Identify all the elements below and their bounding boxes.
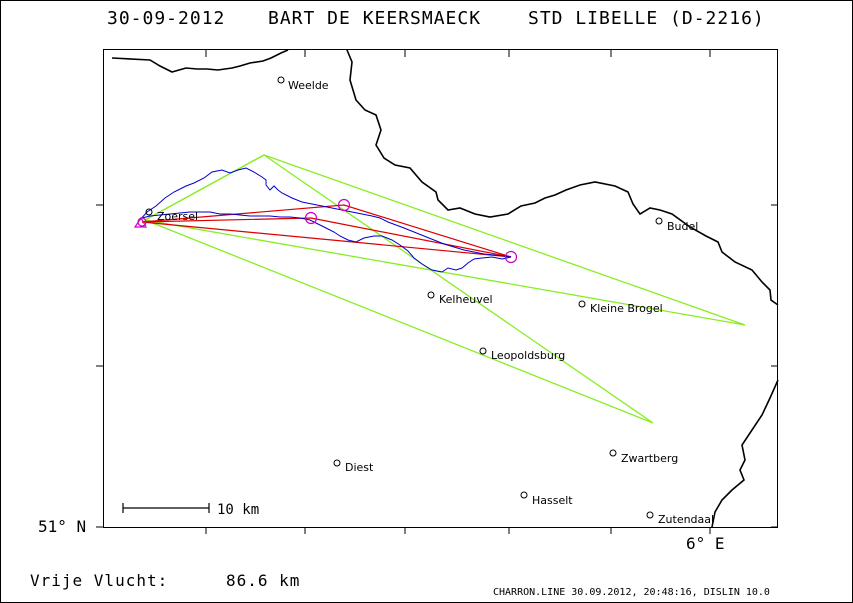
town-label: Kleine Brogel [590, 302, 663, 315]
towns: Weelde Zoersel Budel Kelheuvel Kleine Br… [145, 76, 714, 526]
distance-label: Vrije Vlucht: [30, 571, 169, 590]
distance-value: 86.6 km [226, 571, 301, 590]
longitude-label: 6° E [686, 534, 725, 553]
turnpoint-2 [304, 211, 318, 225]
town-label: Weelde [288, 79, 329, 92]
scale-bar [122, 503, 210, 513]
scale-bar-label: 10 km [217, 502, 259, 518]
glider-name: STD LIBELLE (D-2216) [528, 8, 765, 29]
town-label: Budel [667, 220, 698, 233]
turnpoint-3 [337, 198, 351, 212]
town-label: Leopoldsburg [491, 349, 565, 362]
fai-sectors [143, 154, 746, 424]
credit-line: CHARRON.LINE 30.09.2012, 20:48:16, DISLI… [493, 587, 770, 598]
country-border [111, 49, 779, 528]
town-label: Kelheuvel [439, 293, 493, 306]
gps-track [139, 167, 512, 273]
turnpoints [133, 198, 518, 264]
pilot-name: BART DE KEERSMAECK [268, 8, 482, 29]
latitude-label: 51° N [38, 517, 86, 536]
sector-2 [143, 154, 654, 424]
town-label: Zwartberg [621, 452, 678, 465]
town-label: Zutendaal [658, 513, 714, 526]
turnpoint-4 [504, 250, 518, 264]
town-label: Zoersel [157, 210, 198, 223]
town-label: Diest [345, 461, 374, 474]
turnpoint-1 [137, 217, 147, 227]
axis-ticks [96, 50, 778, 534]
map-frame [103, 49, 778, 528]
flight-date: 30-09-2012 [107, 8, 226, 29]
town-label: Hasselt [532, 494, 573, 507]
